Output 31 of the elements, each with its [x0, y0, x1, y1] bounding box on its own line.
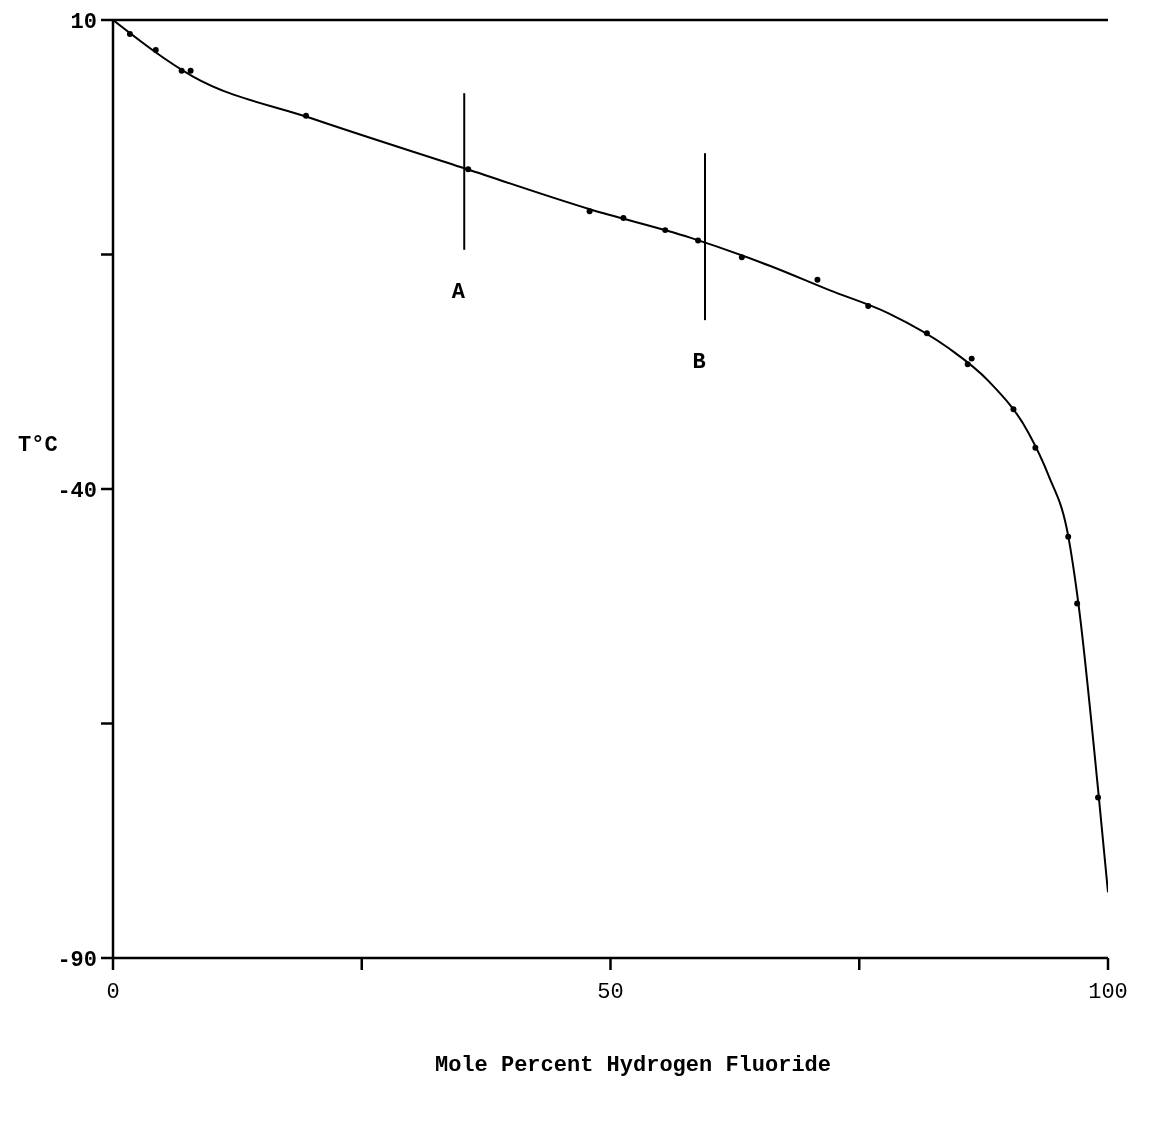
y-tick-label: -90: [57, 948, 97, 973]
x-axis-title: Mole Percent Hydrogen Fluoride: [433, 1053, 833, 1078]
point: [695, 237, 702, 244]
point: [152, 47, 159, 53]
point: [923, 330, 930, 337]
point: [1010, 406, 1017, 413]
point: [1065, 533, 1072, 540]
point: [1032, 444, 1039, 451]
point: [620, 214, 627, 221]
point: [586, 208, 593, 215]
y-tick-label: 10: [70, 10, 97, 35]
series-label: B: [692, 350, 706, 376]
point: [865, 303, 872, 310]
point: [1074, 600, 1081, 607]
point: [303, 112, 310, 119]
x-tick-label: 100: [1088, 980, 1128, 1005]
point: [662, 227, 669, 234]
x-tick-label: 0: [106, 980, 120, 1005]
point: [968, 355, 975, 362]
point: [738, 254, 745, 261]
point: [178, 67, 185, 74]
y-tick-label: -40: [57, 479, 97, 504]
point: [187, 67, 194, 74]
x-tick-label: 50: [597, 980, 624, 1005]
point: [814, 276, 821, 283]
point: [126, 31, 133, 38]
point: [1095, 794, 1102, 801]
y-axis-title: T°C: [18, 433, 58, 458]
series-label: A: [451, 279, 466, 305]
point: [465, 166, 472, 173]
point: [964, 361, 971, 368]
